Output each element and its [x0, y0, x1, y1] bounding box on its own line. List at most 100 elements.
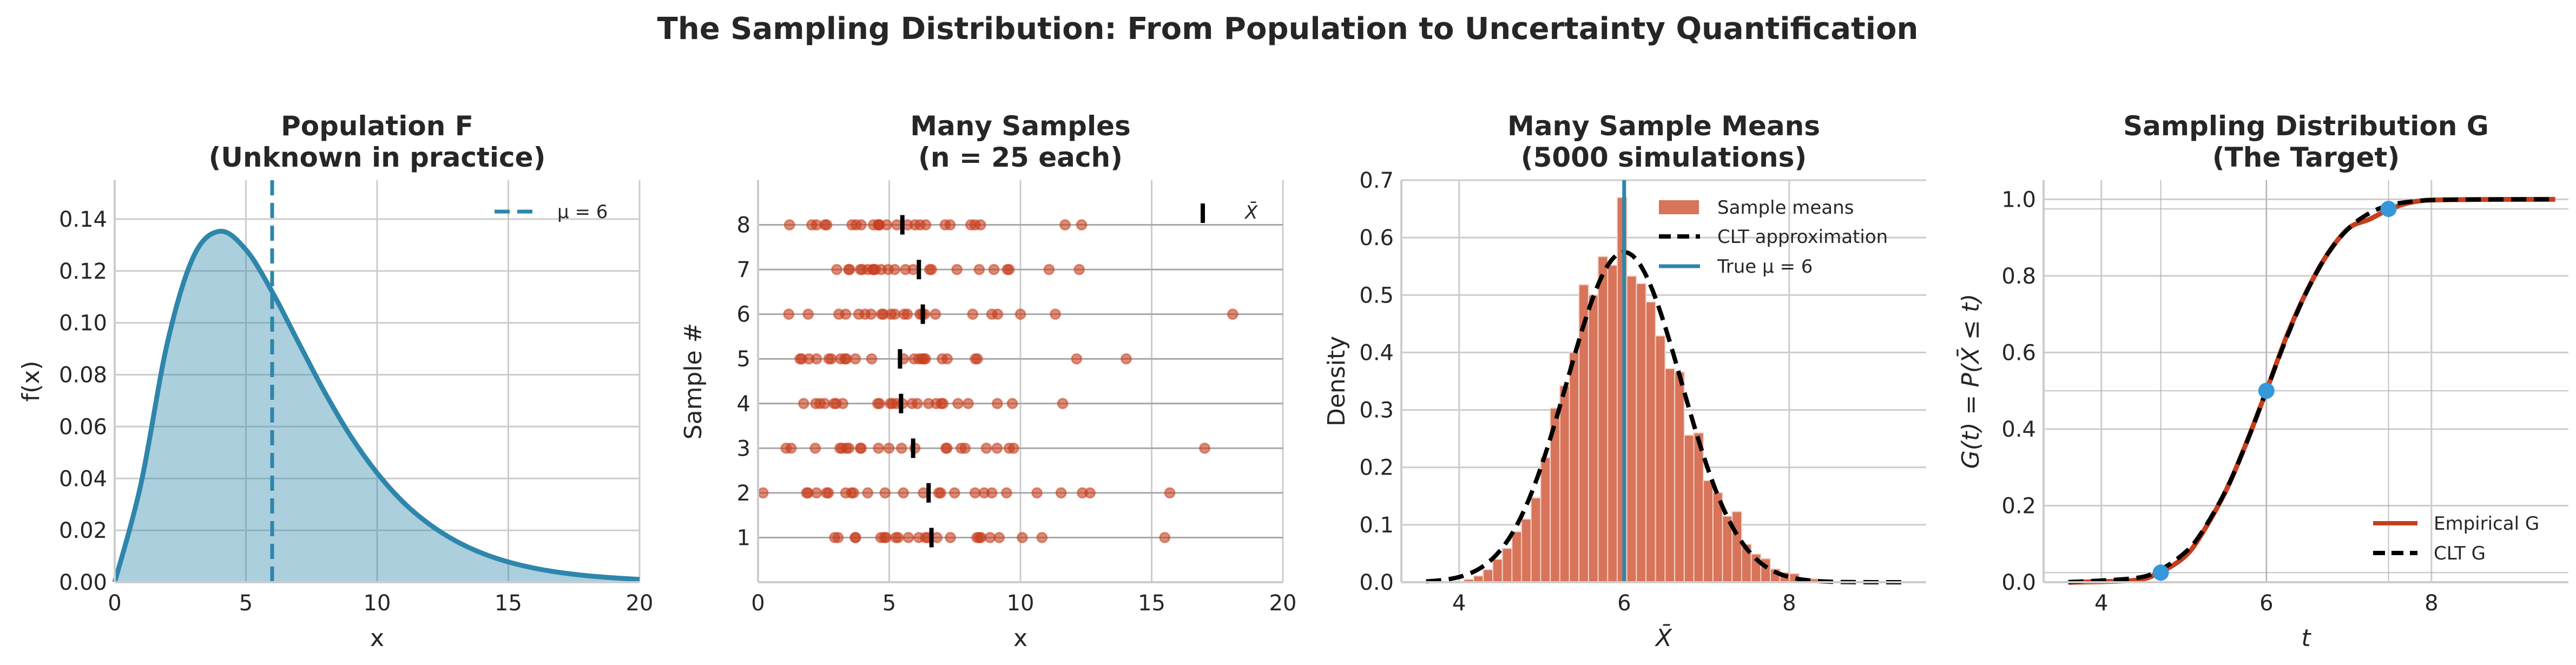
sample-point	[1198, 442, 1210, 454]
sample-point	[920, 219, 932, 231]
sample-point	[1164, 487, 1176, 499]
sample-point	[984, 531, 996, 543]
sample-point	[1036, 531, 1048, 543]
sample-point	[948, 487, 960, 499]
clt-cdf-line	[2068, 197, 2555, 584]
sample-point	[1159, 531, 1171, 543]
x-tick-label: 6	[2259, 591, 2273, 616]
y-tick-label: 2	[737, 481, 750, 506]
sample-point	[798, 398, 809, 410]
y-tick-label: 0.08	[59, 363, 107, 388]
sample-point	[873, 442, 885, 454]
sample-point	[1043, 264, 1055, 275]
sample-point	[941, 442, 953, 454]
sample-point	[889, 308, 901, 320]
y-tick-label: 0.1	[1359, 513, 1394, 538]
y-tick-label: 6	[737, 302, 750, 327]
sample-point	[895, 442, 907, 454]
histogram-bar	[1492, 558, 1503, 583]
sample-point	[944, 219, 956, 231]
panel-4: Sampling Distribution G(The Target) 4 6 8 0.…	[1956, 110, 2568, 652]
y-tick-label: 1	[737, 525, 750, 550]
sample-point	[802, 308, 814, 320]
histogram-bar	[1501, 548, 1513, 583]
sample-point	[1057, 398, 1069, 410]
panel-2: Many Samples(n = 25 each) 0 5 10 15 20 1 2 3 4 5 6 7…	[680, 110, 1296, 652]
density-area	[115, 231, 640, 582]
sample-point	[849, 531, 861, 543]
sample-point	[1014, 308, 1026, 320]
y-tick-label: 0.8	[2001, 264, 2036, 289]
legend-clt-label: CLT G	[2434, 543, 2486, 564]
sample-point	[980, 442, 992, 454]
sample-point	[862, 487, 874, 499]
y-tick-label: 0.6	[2001, 340, 2036, 365]
y-tick-label: 8	[737, 213, 750, 238]
sample-point	[1050, 308, 1062, 320]
sample-point	[926, 264, 938, 275]
histogram-bar	[1483, 569, 1493, 583]
panel-title: (The Target)	[2212, 142, 2400, 173]
histogram-bar	[1731, 511, 1742, 583]
x-tick-label: 20	[626, 591, 654, 616]
sample-point	[991, 442, 1003, 454]
sample-point	[881, 219, 893, 231]
sample-point	[865, 308, 877, 320]
sample-point	[849, 353, 861, 365]
y-tick-label: 7	[737, 258, 750, 282]
x-tick-label: 5	[882, 591, 896, 616]
histogram-bar	[1636, 283, 1647, 583]
histogram-bar	[1655, 335, 1666, 583]
panel-title: (n = 25 each)	[918, 142, 1123, 173]
y-tick-label: 0.5	[1359, 283, 1394, 308]
x-tick-label: 0	[108, 591, 121, 616]
sample-point	[879, 487, 891, 499]
histogram-bar	[1511, 531, 1523, 583]
sample-point	[809, 442, 821, 454]
sample-point	[898, 487, 910, 499]
histogram-bar	[1703, 480, 1714, 583]
histogram-bar	[1664, 368, 1676, 583]
y-tick-label: 0.6	[1359, 226, 1394, 251]
sample-point	[821, 219, 833, 231]
sample-point	[902, 531, 914, 543]
x-axis-label: x	[1013, 624, 1027, 652]
sample-point	[1055, 487, 1067, 499]
sample-point	[1073, 264, 1085, 275]
histogram-bar	[1693, 432, 1704, 583]
x-tick-label: 0	[751, 591, 765, 616]
sample-point	[819, 398, 831, 410]
x-tick-label: 6	[1617, 591, 1631, 616]
sample-point	[1076, 219, 1088, 231]
sample-point	[941, 353, 953, 365]
sample-point	[1016, 531, 1028, 543]
sample-point	[935, 487, 947, 499]
plots: Population F(Unknown in practice)0 5 10 15 2…	[17, 110, 2568, 652]
quantile-point	[2258, 383, 2275, 399]
x-tick-label: 4	[2094, 591, 2108, 616]
x-axis-label: X̄	[1655, 623, 1672, 652]
sample-point	[907, 264, 919, 275]
legend-mean-label: μ = 6	[557, 201, 608, 223]
sample-point	[973, 264, 985, 275]
sample-point	[855, 219, 867, 231]
sample-point	[837, 398, 849, 410]
x-tick-label: 15	[1138, 591, 1165, 616]
sample-point	[988, 264, 1000, 275]
histogram-bar	[1569, 352, 1580, 583]
sample-point	[930, 308, 941, 320]
histogram-bar	[1559, 385, 1570, 583]
histogram-bar	[1645, 301, 1656, 583]
y-axis-label: Density	[1323, 336, 1350, 426]
x-tick-label: 10	[1007, 591, 1035, 616]
sample-point	[785, 442, 797, 454]
histogram-bar	[1683, 434, 1695, 583]
quantile-point	[2152, 564, 2169, 581]
sample-point	[825, 353, 837, 365]
sample-point	[892, 531, 904, 543]
sample-point	[1059, 219, 1071, 231]
legend-hist-swatch	[1659, 200, 1699, 214]
sample-point	[1000, 487, 1012, 499]
sample-point	[971, 353, 983, 365]
